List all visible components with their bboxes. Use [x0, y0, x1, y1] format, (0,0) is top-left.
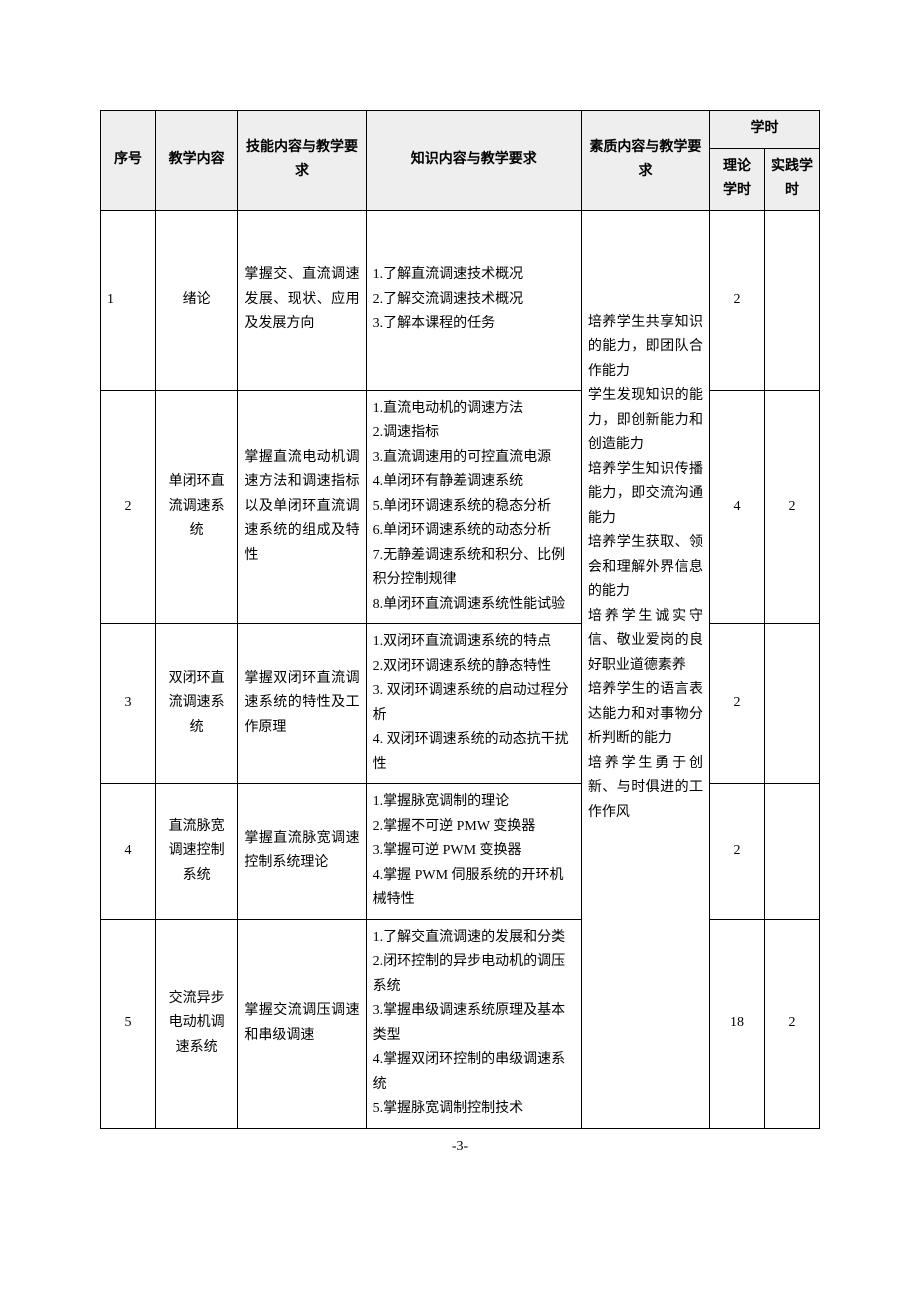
col-theory-hours: 理论学时	[710, 148, 765, 210]
cell-skill: 掌握双闭环直流调速系统的特性及工作原理	[238, 624, 366, 784]
cell-practice	[765, 210, 820, 390]
col-quality: 素质内容与教学要求	[581, 111, 709, 211]
cell-knowledge: 1.双闭环直流调速系统的特点 2.双闭环调速系统的静态特性 3. 双闭环调速系统…	[366, 624, 581, 784]
cell-practice: 2	[765, 390, 820, 624]
cell-knowledge: 1.了解交直流调速的发展和分类 2.闭环控制的异步电动机的调压系统 3.掌握串级…	[366, 919, 581, 1128]
cell-practice: 2	[765, 919, 820, 1128]
cell-theory: 2	[710, 210, 765, 390]
cell-seq: 1	[101, 210, 156, 390]
col-hours-group: 学时	[710, 111, 820, 149]
cell-skill: 掌握交流调压调速和串级调速	[238, 919, 366, 1128]
cell-skill: 掌握直流脉宽调速控制系统理论	[238, 784, 366, 920]
cell-knowledge: 1.了解直流调速技术概况 2.了解交流调速技术概况 3.了解本课程的任务	[366, 210, 581, 390]
cell-skill: 掌握交、直流调速发展、现状、应用及发展方向	[238, 210, 366, 390]
cell-practice	[765, 624, 820, 784]
table-row: 1 绪论 掌握交、直流调速发展、现状、应用及发展方向 1.了解直流调速技术概况 …	[101, 210, 820, 390]
cell-theory: 4	[710, 390, 765, 624]
cell-theory: 18	[710, 919, 765, 1128]
cell-seq: 4	[101, 784, 156, 920]
cell-content: 双闭环直流调速系统	[155, 624, 237, 784]
cell-content: 单闭环直流调速系统	[155, 390, 237, 624]
cell-content: 交流异步电动机调速系统	[155, 919, 237, 1128]
col-content: 教学内容	[155, 111, 237, 211]
cell-knowledge: 1.掌握脉宽调制的理论 2.掌握不可逆 PMW 变换器 3.掌握可逆 PWM 变…	[366, 784, 581, 920]
cell-seq: 5	[101, 919, 156, 1128]
cell-seq: 2	[101, 390, 156, 624]
cell-theory: 2	[710, 784, 765, 920]
cell-practice	[765, 784, 820, 920]
page-number: -3-	[100, 1139, 820, 1155]
cell-theory: 2	[710, 624, 765, 784]
table-row: 2 单闭环直流调速系统 掌握直流电动机调速方法和调速指标以及单闭环直流调速系统的…	[101, 390, 820, 624]
col-seq: 序号	[101, 111, 156, 211]
cell-skill: 掌握直流电动机调速方法和调速指标以及单闭环直流调速系统的组成及特性	[238, 390, 366, 624]
table-row: 5 交流异步电动机调速系统 掌握交流调压调速和串级调速 1.了解交直流调速的发展…	[101, 919, 820, 1128]
cell-quality-merged: 培养学生共享知识的能力，即团队合作能力 学生发现知识的能力，即创新能力和创造能力…	[581, 210, 709, 1128]
table-header-row-1: 序号 教学内容 技能内容与教学要求 知识内容与教学要求 素质内容与教学要求 学时	[101, 111, 820, 149]
col-practice-hours: 实践学时	[765, 148, 820, 210]
course-outline-table: 序号 教学内容 技能内容与教学要求 知识内容与教学要求 素质内容与教学要求 学时…	[100, 110, 820, 1129]
table-row: 4 直流脉宽调速控制系统 掌握直流脉宽调速控制系统理论 1.掌握脉宽调制的理论 …	[101, 784, 820, 920]
col-skill: 技能内容与教学要求	[238, 111, 366, 211]
col-knowledge: 知识内容与教学要求	[366, 111, 581, 211]
cell-seq: 3	[101, 624, 156, 784]
cell-content: 绪论	[155, 210, 237, 390]
cell-knowledge: 1.直流电动机的调速方法 2.调速指标 3.直流调速用的可控直流电源 4.单闭环…	[366, 390, 581, 624]
cell-content: 直流脉宽调速控制系统	[155, 784, 237, 920]
table-row: 3 双闭环直流调速系统 掌握双闭环直流调速系统的特性及工作原理 1.双闭环直流调…	[101, 624, 820, 784]
